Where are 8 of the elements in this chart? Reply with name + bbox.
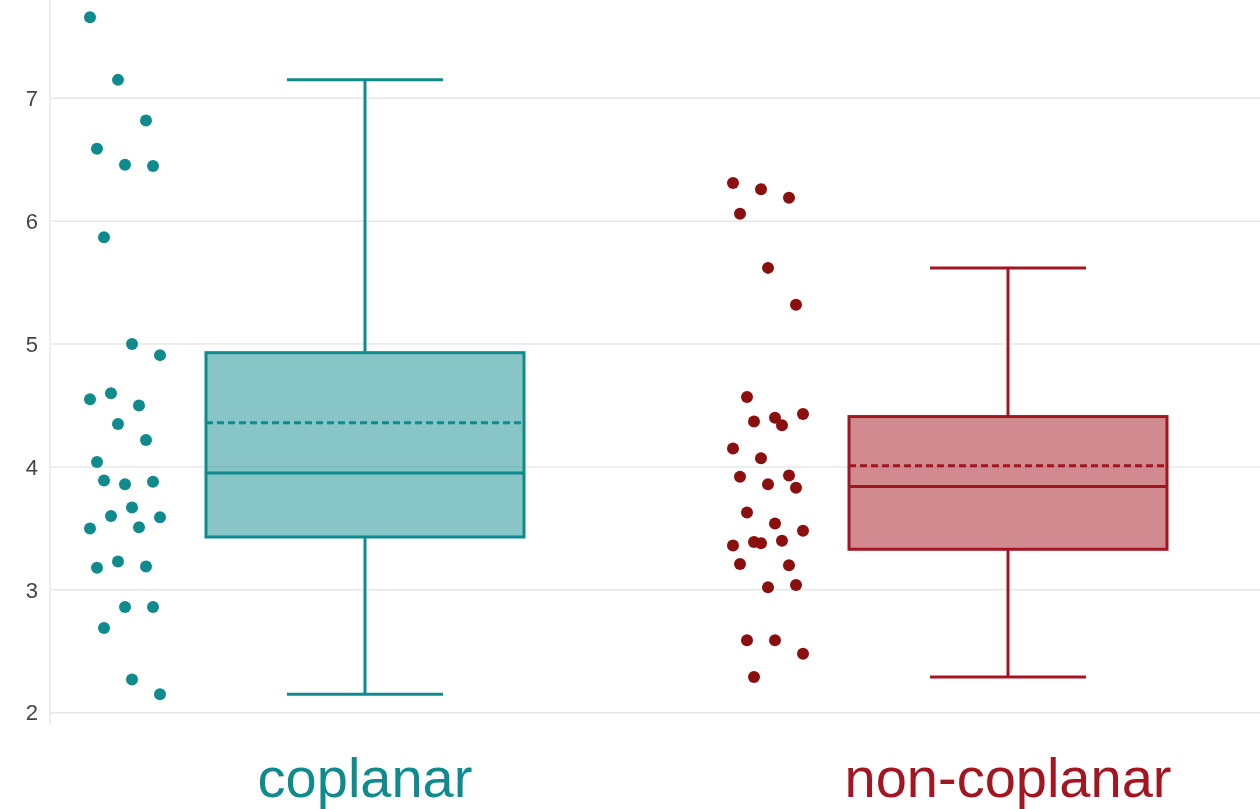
- x-tick-label: coplanar: [257, 746, 473, 809]
- x-tick-label: non-coplanar: [844, 746, 1172, 809]
- y-tick-label: 7: [25, 86, 38, 112]
- y-tick-label: 4: [25, 454, 38, 480]
- y-tick-label: 5: [25, 331, 38, 357]
- y-tick-label: 2: [25, 700, 38, 726]
- y-tick-label: 6: [25, 208, 38, 234]
- y-tick-label: 3: [25, 577, 38, 603]
